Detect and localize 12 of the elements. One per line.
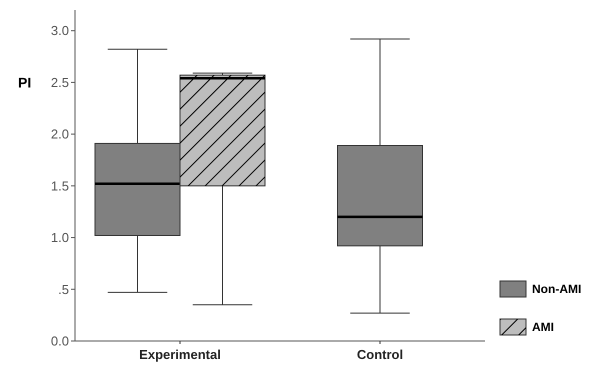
y-tick-label: 2.0 [50, 126, 69, 142]
y-tick-label: 1.5 [50, 178, 69, 194]
y-axis-title: PI [18, 74, 32, 90]
y-tick-label: 1.0 [50, 230, 69, 246]
x-tick-label: Experimental [139, 347, 221, 362]
y-tick-label: .5 [58, 282, 69, 297]
legend-label: Non-AMI [532, 282, 582, 296]
y-tick-label: 3.0 [50, 23, 69, 38]
y-tick-label: 0.0 [50, 334, 69, 349]
y-tick-label: 2.5 [50, 74, 69, 90]
x-tick-label: Control [356, 347, 404, 362]
legend-label: AMI [532, 320, 554, 334]
